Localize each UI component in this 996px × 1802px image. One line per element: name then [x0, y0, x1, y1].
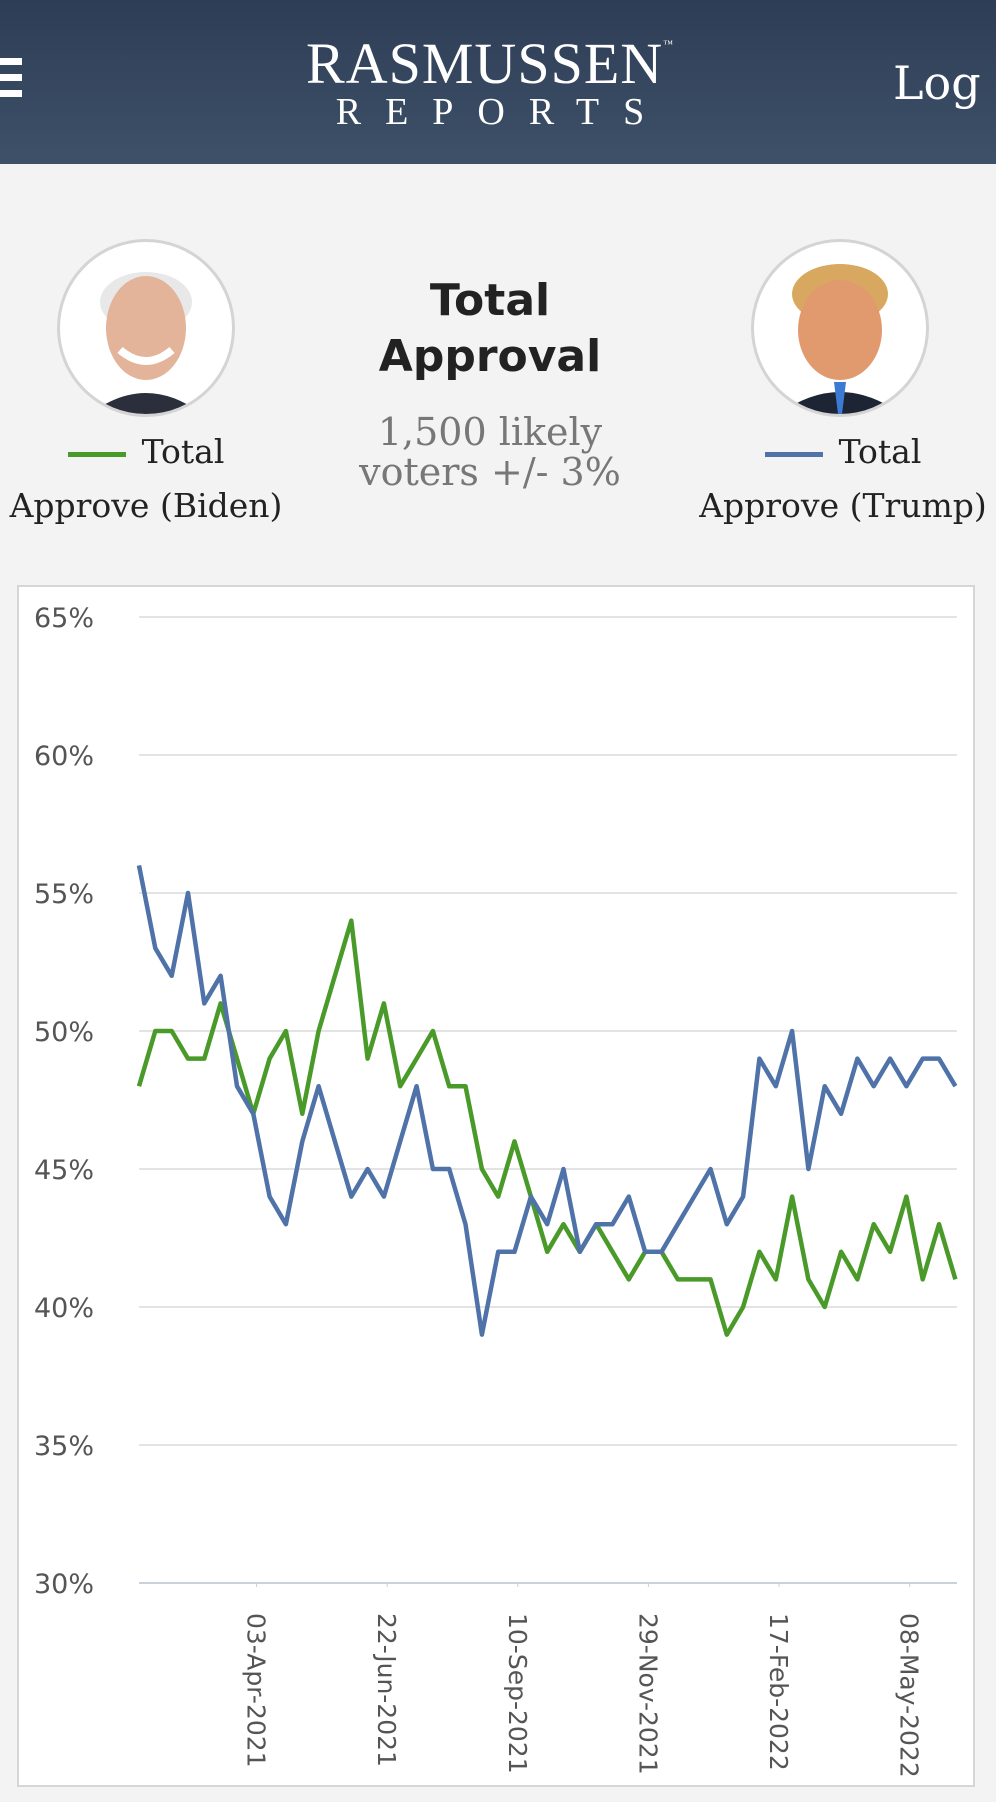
legend-label: Total Approve (Biden) — [9, 432, 283, 525]
logo-subtext[interactable]: REPORTS — [335, 91, 669, 133]
title: Approval — [378, 331, 602, 382]
menu-icon[interactable] — [0, 74, 22, 81]
legend-item[interactable]: Total Approve (Biden) — [5, 425, 287, 533]
portrait-art — [779, 264, 901, 414]
y-tick-label: 30% — [34, 1569, 94, 1600]
y-tick-label: 60% — [34, 741, 94, 772]
portrait-art — [90, 272, 202, 414]
login-link[interactable]: Log In — [893, 56, 996, 110]
logo-text[interactable]: RASMUSSEN — [306, 31, 664, 96]
sample-note: voters +/- 3% — [359, 450, 621, 494]
series-line — [136, 918, 958, 1337]
sample-note: 1,500 likely — [377, 410, 603, 454]
menu-icon[interactable] — [0, 58, 22, 65]
portrait — [751, 239, 929, 417]
title: Total — [429, 275, 551, 326]
y-tick-label: 35% — [34, 1431, 94, 1462]
y-tick-label: 40% — [34, 1293, 94, 1324]
y-tick-label: 55% — [34, 879, 94, 910]
x-tick-label: 08-May-2022 — [895, 1613, 924, 1778]
chart-frame — [17, 585, 975, 1787]
x-tick-label: 22-Jun-2021 — [372, 1613, 401, 1767]
series-line — [136, 864, 958, 1337]
trademark: ™ — [663, 39, 674, 50]
logo[interactable]: RASMUSSEN™ — [0, 30, 980, 97]
y-tick-label: 45% — [34, 1155, 94, 1186]
portrait — [57, 239, 235, 417]
y-tick-label: 65% — [34, 603, 94, 634]
x-tick-label: 10-Sep-2021 — [503, 1613, 532, 1774]
chart: 30% 35% 40% 45% 50% 55% 60% 65% 03-Apr-2021 22-Ju… — [17, 585, 975, 1787]
x-tick-label: 03-Apr-2021 — [242, 1613, 271, 1768]
header: RASMUSSEN™ REPORTS Log In — [0, 0, 996, 164]
x-tick-label: 29-Nov-2021 — [633, 1613, 662, 1775]
legend-swatch — [67, 451, 126, 457]
menu-icon[interactable] — [0, 90, 22, 97]
legend-swatch — [764, 451, 823, 457]
y-tick-label: 50% — [34, 1017, 94, 1048]
legend-label: Total Approve (Trump) — [699, 432, 987, 525]
legend-item[interactable]: Total Approve (Trump) — [693, 425, 993, 533]
x-tick-label: 17-Feb-2022 — [764, 1613, 793, 1771]
